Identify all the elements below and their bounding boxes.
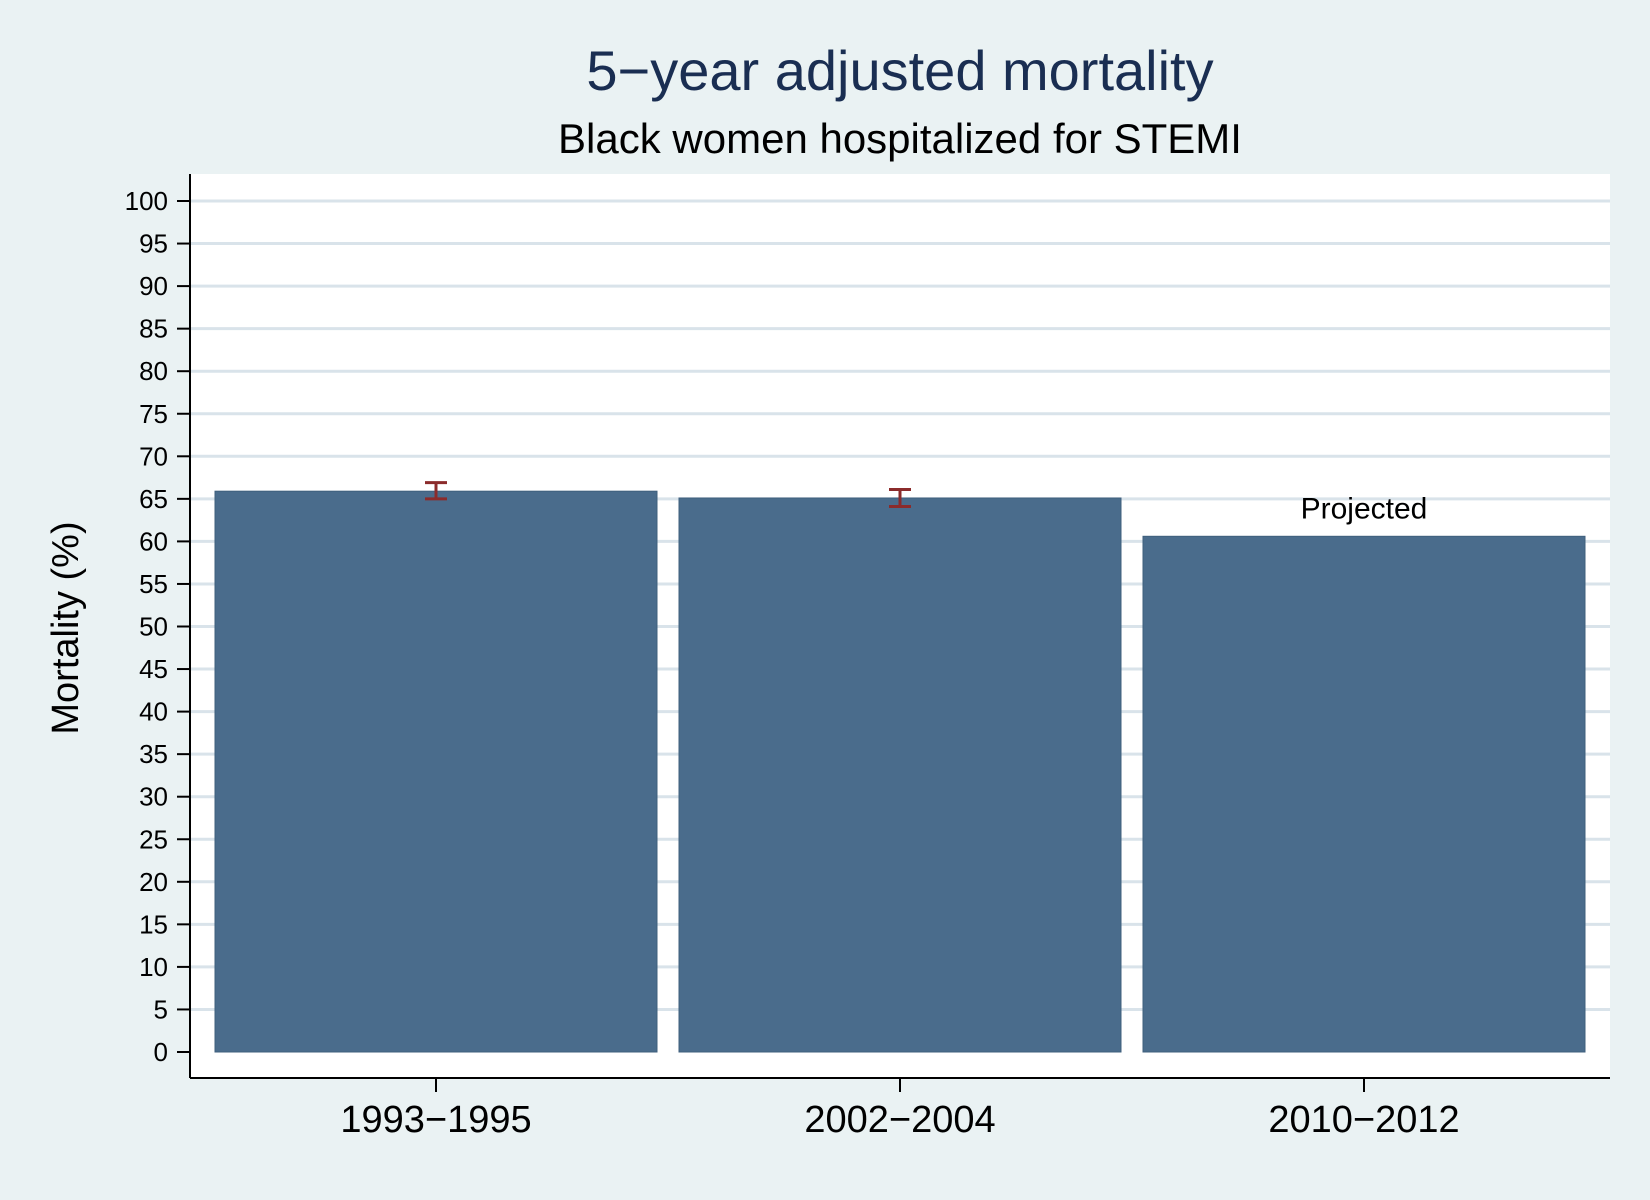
chart-title: 5−year adjusted mortality: [586, 39, 1213, 102]
y-tick-label: 45: [139, 654, 168, 684]
y-tick-label: 70: [139, 441, 168, 471]
y-tick-label: 75: [139, 399, 168, 429]
y-tick-label: 90: [139, 271, 168, 301]
y-tick-label: 0: [154, 1037, 168, 1067]
error-bar: [425, 481, 447, 501]
error-bar: [889, 487, 911, 509]
error-bars: [425, 481, 911, 509]
y-axis: 0 5 10 15 20 25 30 35 40 45 50 55 60 65 70 75 80 85 90 95 10…: [125, 174, 191, 1078]
annotation-projected: Projected: [1301, 492, 1428, 525]
bar: [214, 490, 658, 1053]
x-axis: 1993−1995 2002−2004 2010−2012: [190, 1077, 1610, 1141]
y-axis-title: Mortality (%): [45, 521, 87, 734]
bar: [678, 497, 1122, 1053]
y-tick-label: 80: [139, 356, 168, 386]
y-tick-label: 20: [139, 867, 168, 897]
x-tick-label: 2002−2004: [804, 1099, 995, 1141]
chart-subtitle: Black women hospitalized for STEMI: [558, 115, 1242, 162]
x-tick-label: 2010−2012: [1268, 1099, 1459, 1141]
y-tick-label: 30: [139, 782, 168, 812]
y-tick-label: 65: [139, 484, 168, 514]
bar: [1142, 535, 1586, 1053]
y-tick-label: 60: [139, 526, 168, 556]
y-tick-label: 95: [139, 229, 168, 259]
y-tick-label: 15: [139, 909, 168, 939]
y-tick-label: 100: [125, 186, 168, 216]
y-tick-label: 5: [154, 994, 168, 1024]
x-tick-label: 1993−1995: [340, 1099, 531, 1141]
y-tick-label: 35: [139, 739, 168, 769]
y-tick-label: 10: [139, 952, 168, 982]
y-tick-label: 40: [139, 697, 168, 727]
y-tick-label: 55: [139, 569, 168, 599]
y-tick-label: 85: [139, 314, 168, 344]
y-tick-label: 25: [139, 824, 168, 854]
y-tick-label: 50: [139, 612, 168, 642]
bars: [214, 490, 1586, 1053]
annotations: Projected: [1301, 492, 1428, 525]
